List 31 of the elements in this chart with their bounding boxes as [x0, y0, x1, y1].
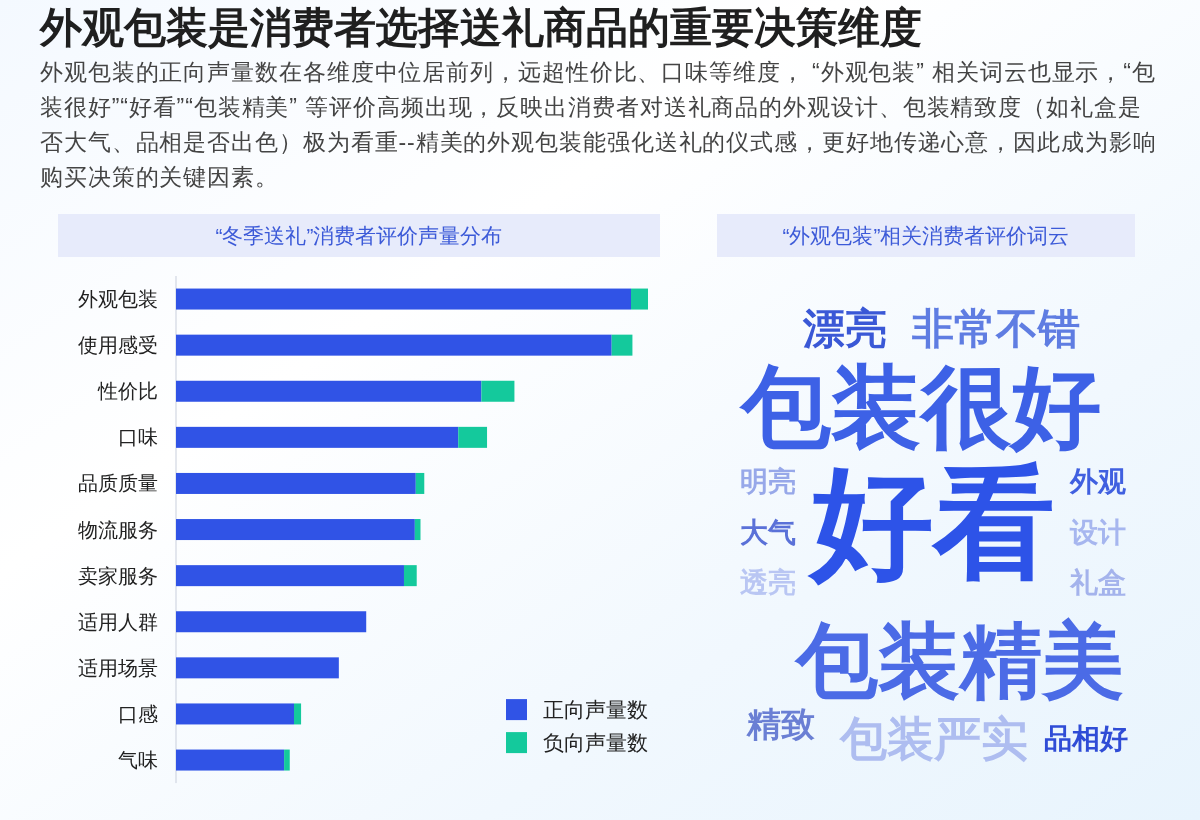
text: 包装精美 [794, 614, 1124, 706]
text: 外观 [1069, 465, 1127, 497]
text: 包装严实 [838, 711, 1028, 765]
text: 非常不错 [911, 304, 1080, 352]
text: 外观包装的正向声量数在各维度中位居前列，远超性价比、口味等维度， “外观包装” 相关词云也显示，“包装很好”“好看”“包装精美” 等评价高频出现，反映出消费者对送礼商品的外观设计、包装精致度（如礼盒是否大气、品相是否出色）极为看重--精美的外观包装能强化送礼的仪式感，更好地传递心意，因此成为影响购买决策的关键因素。 [40, 59, 1157, 190]
text: 漂亮 [802, 304, 887, 352]
text: 明亮 [740, 465, 796, 497]
text: 精致 [746, 705, 815, 743]
y-tick-label: 适用场景 [78, 656, 158, 679]
y-tick-label: 品质质量 [78, 472, 158, 495]
y-tick-label: 适用人群 [78, 610, 158, 633]
text: 设计 [1069, 516, 1126, 548]
y-tick-label: 气味 [118, 749, 158, 772]
text: 礼盒 [1069, 566, 1126, 598]
legend-label: 正向声量数 [543, 698, 648, 722]
text: 包装很好 [739, 357, 1101, 457]
text: 品相好 [1044, 722, 1128, 754]
y-tick-label: 口感 [118, 702, 158, 725]
y-tick-label: 卖家服务 [78, 564, 158, 587]
y-tick-label: 性价比 [97, 380, 158, 403]
text: 透亮 [740, 566, 796, 598]
text: 大气 [740, 516, 796, 548]
text: 外观包装是消费者选择送礼商品的重要决策维度 [39, 3, 922, 51]
y-tick-label: 外观包装 [78, 288, 158, 311]
chart-title: “冬季送礼”消费者评价声量分布 [215, 224, 503, 247]
text: 好看 [807, 455, 1055, 591]
y-tick-label: 物流服务 [78, 518, 158, 541]
legend-label: 负向声量数 [543, 731, 648, 755]
y-tick-label: 使用感受 [78, 334, 158, 357]
y-tick-label: 口味 [118, 426, 158, 449]
text: “外观包装”相关消费者评价词云 [782, 224, 1070, 247]
